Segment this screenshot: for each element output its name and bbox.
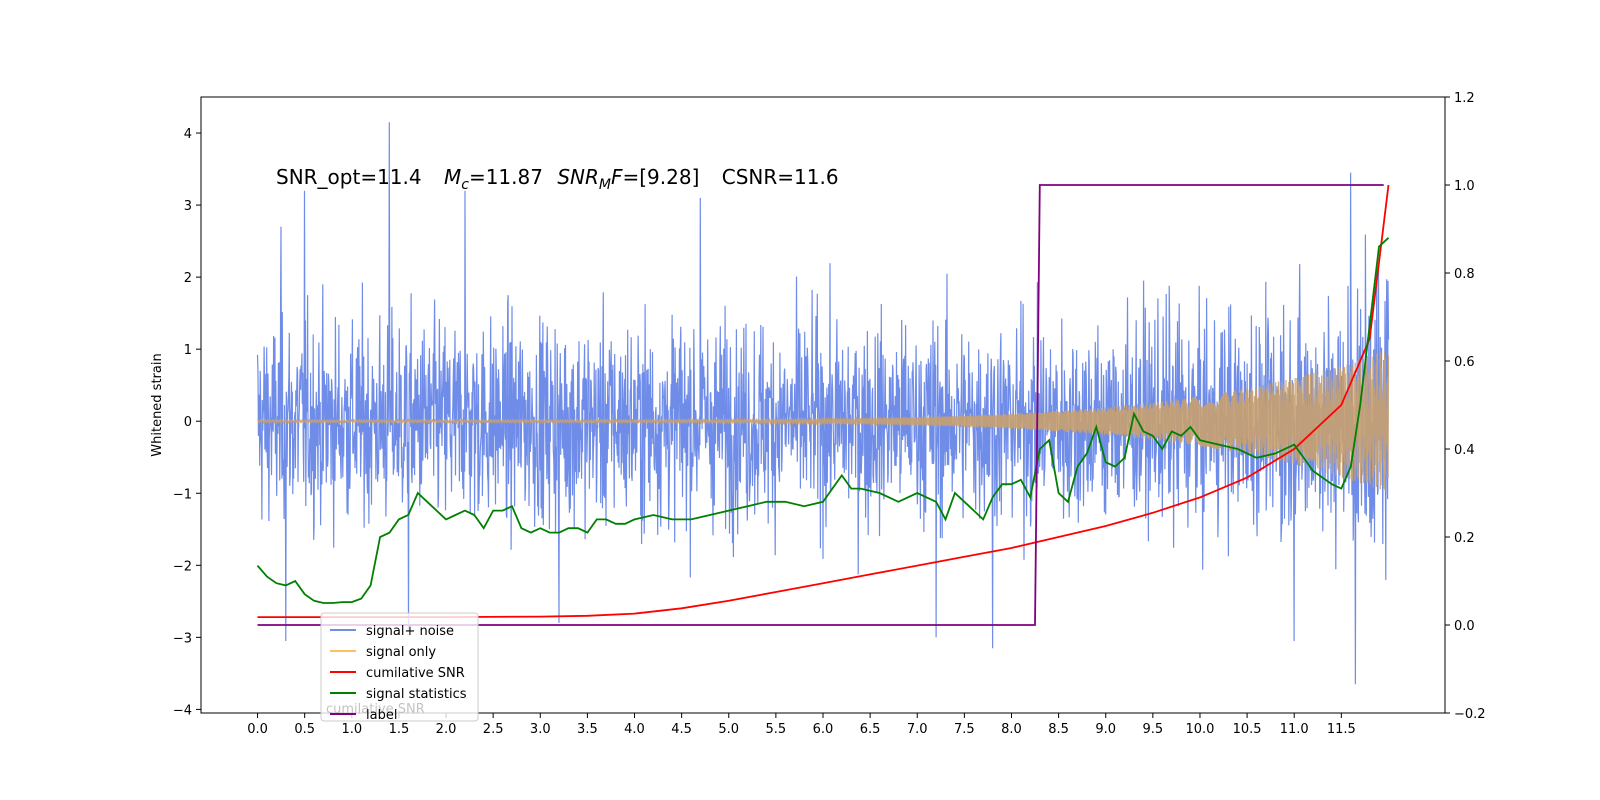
x-tick-label: 8.0	[1001, 722, 1022, 737]
series-cumulative-snr	[257, 184, 1390, 618]
chart-annotation: SNR_opt=11.4 Mc=11.87 SNRMF=[9.28] CSNR=…	[276, 165, 839, 193]
y-right-tick-label: 0.0	[1454, 619, 1475, 634]
legend-items: signal+ noise signal only cumilative SNR si…	[330, 624, 467, 723]
x-tick-label: 0.0	[247, 722, 268, 737]
y-left-tick-label: 3	[184, 199, 192, 214]
annotation-mc-value: =11.87	[469, 165, 543, 189]
x-tick-label: 8.5	[1048, 722, 1069, 737]
y-right-tick-label: −0.2	[1454, 707, 1486, 722]
x-axis: 0.0 0.5 1.0 1.5 2.0 2.5 3.0 3.5 4.0 4.5 5.0 5.5 6.0 6…	[247, 713, 1356, 737]
x-tick-label: 11.5	[1327, 722, 1356, 737]
x-tick-label: 2.0	[436, 722, 457, 737]
y-left-tick-label: 0	[184, 415, 192, 430]
annotation-mf-value: =[9.28]	[623, 165, 700, 189]
y-axis-left: −4 −3 −2 −1 0 1 2 3 4	[173, 127, 201, 718]
legend-label: signal statistics	[366, 687, 467, 702]
legend-label: cumilative SNR	[366, 666, 465, 681]
legend: cumilative SNR signal+ noise signal only c…	[320, 612, 479, 723]
series-layer	[256, 122, 1390, 685]
legend-label: signal+ noise	[366, 624, 454, 639]
x-tick-label: 5.0	[718, 722, 739, 737]
x-tick-label: 4.5	[671, 722, 692, 737]
annotation-csnr: CSNR=11.6	[722, 165, 839, 189]
y-axis-label: Whitened strain	[150, 353, 165, 456]
x-tick-label: 7.0	[907, 722, 928, 737]
x-tick-label: 1.5	[389, 722, 410, 737]
x-tick-label: 6.0	[813, 722, 834, 737]
y-right-tick-label: 1.0	[1454, 179, 1475, 194]
x-tick-label: 3.5	[577, 722, 598, 737]
x-tick-label: 10.0	[1185, 722, 1214, 737]
y-right-tick-label: 0.4	[1454, 443, 1475, 458]
y-left-tick-label: −4	[173, 703, 192, 718]
annotation-mc-symbol: M	[444, 165, 461, 189]
legend-box	[320, 612, 479, 722]
y-right-tick-label: 1.2	[1454, 91, 1475, 106]
x-tick-label: 2.5	[483, 722, 504, 737]
y-left-tick-label: −2	[173, 559, 192, 574]
y-axis-right: −0.2 0.0 0.2 0.4 0.6 0.8 1.0 1.2	[1445, 91, 1486, 722]
y-left-tick-label: −3	[173, 631, 192, 646]
x-tick-label: 9.0	[1095, 722, 1116, 737]
x-tick-label: 9.5	[1143, 722, 1164, 737]
x-tick-label: 1.0	[341, 722, 362, 737]
legend-label: label	[366, 708, 397, 723]
y-left-tick-label: 2	[184, 271, 192, 286]
y-left-tick-label: 4	[184, 127, 192, 142]
y-right-tick-label: 0.2	[1454, 531, 1475, 546]
x-tick-label: 3.0	[530, 722, 551, 737]
y-right-tick-label: 0.6	[1454, 355, 1475, 370]
series-signal-plus-noise	[256, 122, 1390, 685]
series-signal-statistics	[256, 237, 1390, 604]
annotation-snr-opt: SNR_opt=11.4	[276, 165, 422, 189]
legend-label: signal only	[366, 645, 436, 660]
series-signal-only	[257, 350, 1390, 491]
annotation-mf-symbol-2: F	[611, 165, 623, 189]
x-tick-label: 10.5	[1233, 722, 1262, 737]
x-tick-label: 6.5	[860, 722, 881, 737]
x-tick-label: 5.5	[766, 722, 787, 737]
x-tick-label: 11.0	[1280, 722, 1309, 737]
series-label	[257, 184, 1384, 626]
x-tick-label: 4.0	[624, 722, 645, 737]
y-right-tick-label: 0.8	[1454, 267, 1475, 282]
annotation-mf-subscript: M	[599, 177, 611, 193]
y-left-tick-label: −1	[173, 487, 192, 502]
x-tick-label: 0.5	[294, 722, 315, 737]
y-left-tick-label: 1	[184, 343, 192, 358]
x-tick-label: 7.5	[954, 722, 975, 737]
annotation-mf-symbol: SNR	[557, 165, 599, 189]
annotation-mc-subscript: c	[461, 177, 469, 193]
